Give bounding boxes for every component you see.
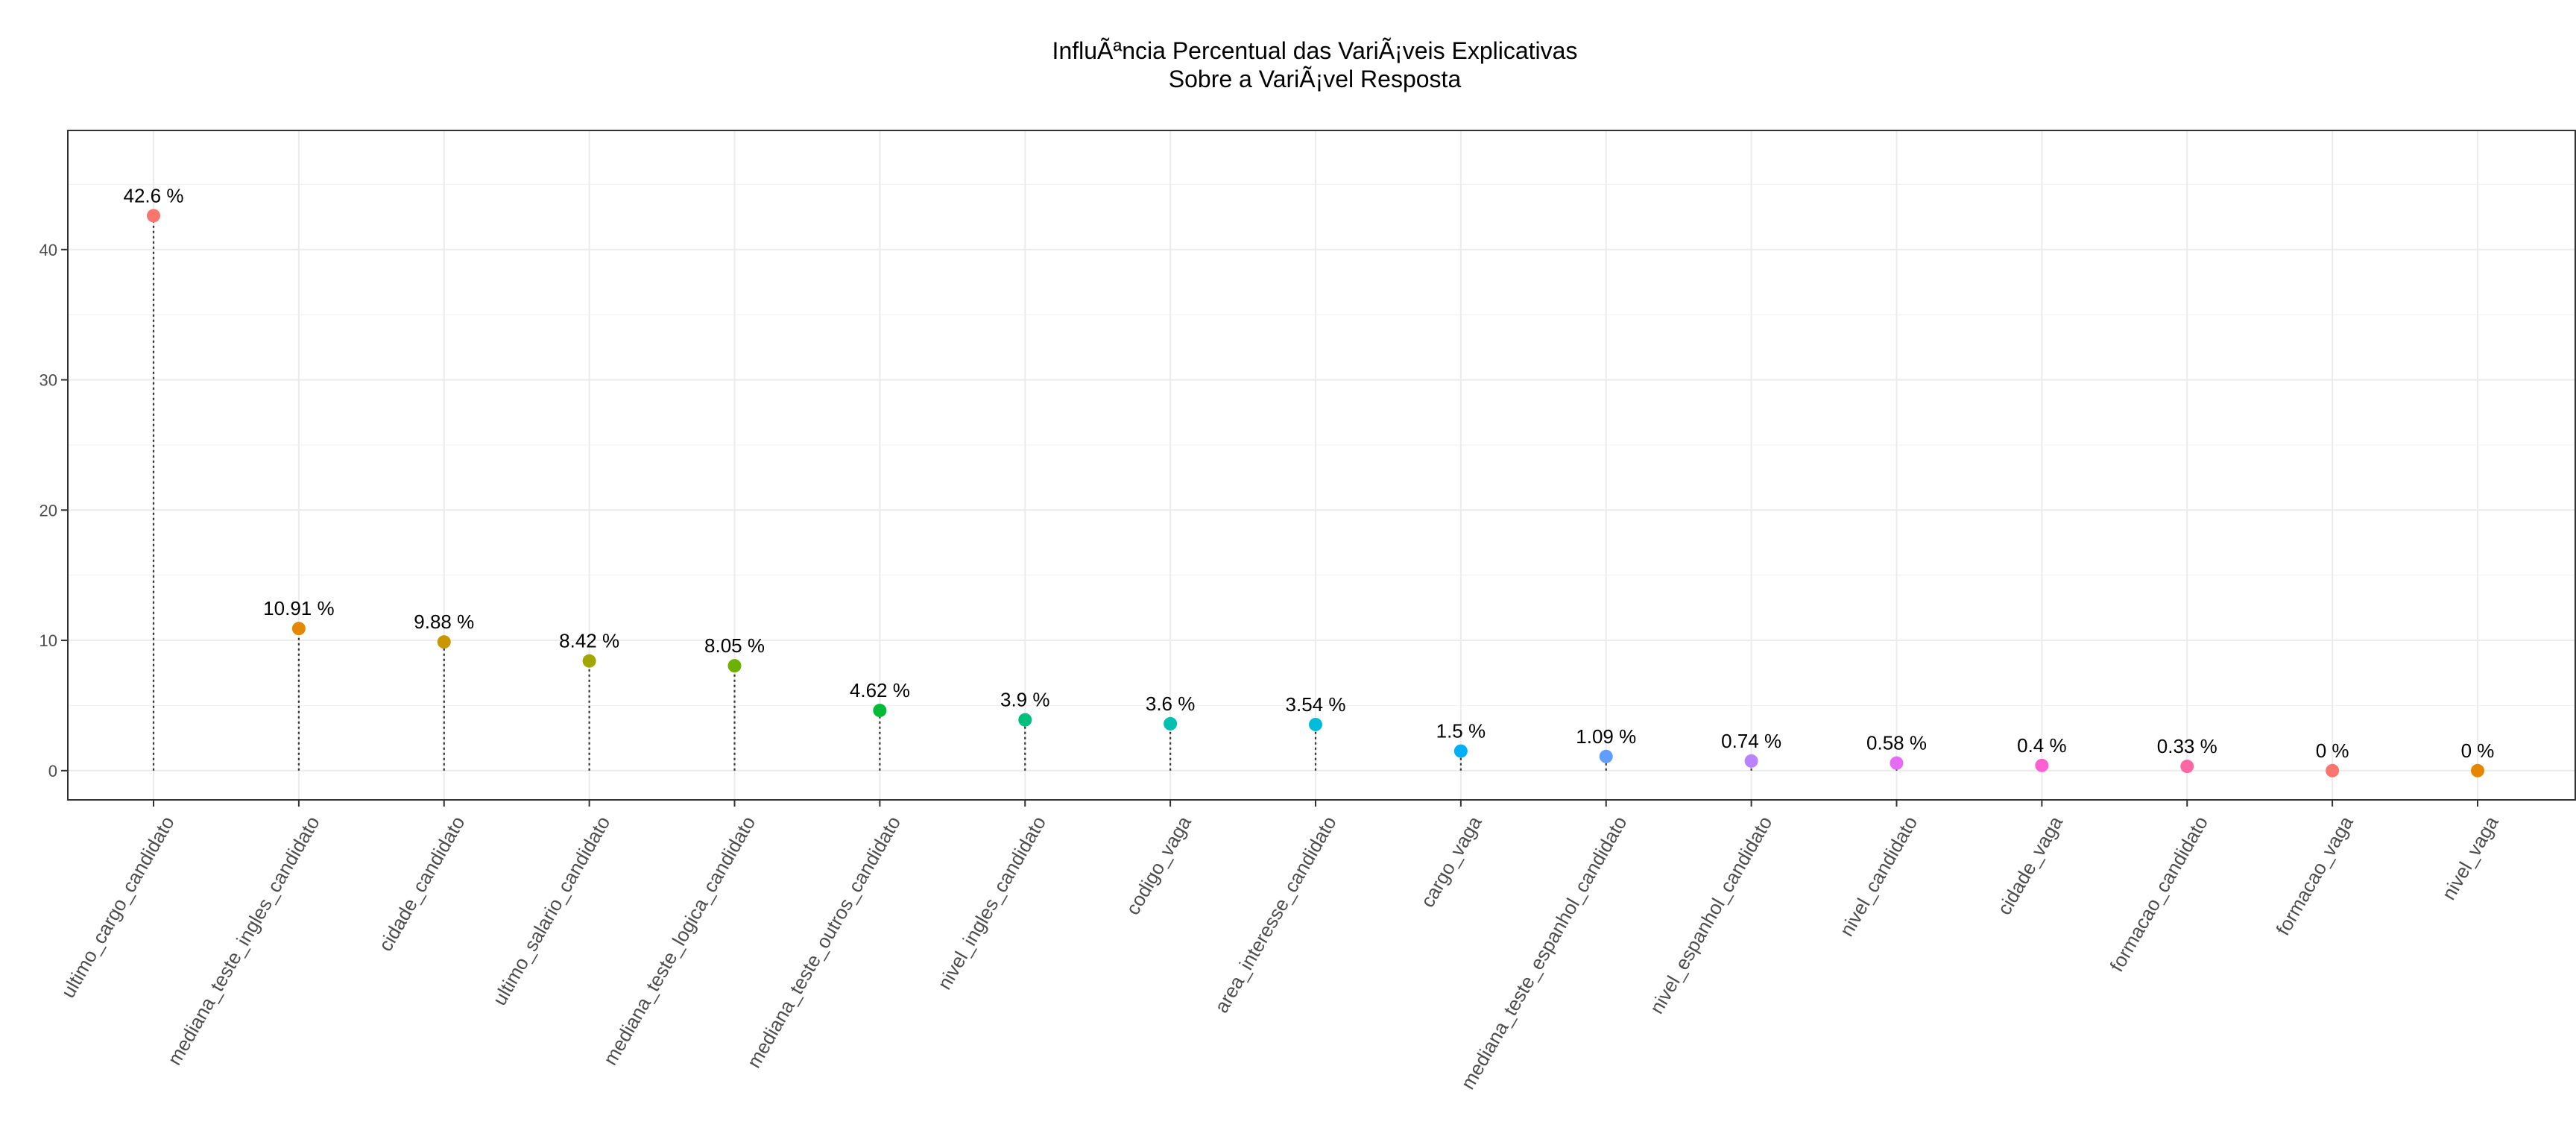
data-label: 42.6 % xyxy=(124,184,184,206)
y-tick-label: 30 xyxy=(40,371,57,390)
data-label: 0.74 % xyxy=(1721,730,1781,752)
data-label: 1.09 % xyxy=(1576,725,1636,748)
chart-title-line-1: InfluÃªncia Percentual das VariÃ¡veis Ex… xyxy=(1052,37,1578,64)
data-label: 8.42 % xyxy=(559,630,619,652)
data-label: 4.62 % xyxy=(850,679,910,701)
x-tick-label: cargo_vaga xyxy=(1416,812,1486,911)
data-point xyxy=(1599,749,1613,763)
data-point xyxy=(147,209,160,223)
x-tick-label: nivel_candidato xyxy=(1835,813,1922,940)
x-tick-label: ultimo_salario_candidato xyxy=(488,813,615,1009)
data-label: 3.9 % xyxy=(1000,689,1050,711)
x-tick-label: formacao_vaga xyxy=(2271,812,2358,939)
data-point xyxy=(582,654,596,668)
data-point xyxy=(1453,744,1468,758)
x-tick-label: formacao_candidato xyxy=(2105,813,2212,976)
data-label: 1.5 % xyxy=(1436,720,1486,742)
data-point xyxy=(1890,756,1904,770)
x-tick-label: area_interesse_candidato xyxy=(1210,813,1341,1017)
y-tick-label: 40 xyxy=(40,241,57,259)
data-point xyxy=(1018,713,1032,727)
x-tick-label: mediana_teste_espanhol_candidato xyxy=(1456,813,1632,1094)
data-label: 8.05 % xyxy=(704,634,765,657)
x-tick-label: cidade_candidato xyxy=(374,813,470,956)
data-point xyxy=(1744,754,1758,768)
data-label: 3.6 % xyxy=(1146,693,1196,715)
data-labels: 42.6 % 10.91 % 9.88 % 8.42 % 8.05 % 4.62 % 3.9… xyxy=(124,184,2495,761)
x-tick-label: codigo_vaga xyxy=(1121,812,1196,918)
data-label: 3.54 % xyxy=(1286,693,1346,716)
data-point xyxy=(2326,763,2340,777)
data-point xyxy=(2180,760,2194,774)
data-point xyxy=(873,704,887,718)
x-tick-label: mediana_teste_ingles_candidato xyxy=(163,813,324,1069)
x-tick-label: nivel_ingles_candidato xyxy=(933,813,1051,994)
data-label: 0 % xyxy=(2316,739,2349,762)
x-tick-label: ultimo_cargo_candidato xyxy=(57,813,179,1002)
x-tick-label: nivel_espanhol_candidato xyxy=(1645,813,1776,1018)
data-point xyxy=(2471,763,2484,777)
data-point xyxy=(1164,716,1178,731)
x-tick-label: cidade_vaga xyxy=(1992,812,2067,918)
panel-border xyxy=(67,130,2576,801)
data-point xyxy=(1309,717,1322,731)
data-label: 0.33 % xyxy=(2157,735,2217,757)
x-tick-label: nivel_vaga xyxy=(2437,812,2503,903)
data-point xyxy=(2035,758,2049,772)
y-axis: 0 10 20 30 40 xyxy=(40,130,2576,801)
panel-background xyxy=(67,130,2576,801)
x-axis: ultimo_cargo_candidatomediana_teste_ingl… xyxy=(57,801,2503,1093)
y-tick-label: 0 xyxy=(48,762,57,780)
x-tick-label: mediana_teste_logica_candidato xyxy=(599,813,760,1069)
y-tick-label: 10 xyxy=(40,631,57,650)
gridlines xyxy=(67,130,2576,801)
data-point xyxy=(437,635,451,649)
chart-title-line-2: Sobre a VariÃ¡vel Resposta xyxy=(1169,66,1462,92)
plot-panel xyxy=(67,130,2576,801)
chart-title: InfluÃªncia Percentual das VariÃ¡veis Ex… xyxy=(1052,37,1578,92)
data-label: 0.4 % xyxy=(2017,734,2067,757)
data-point xyxy=(291,622,306,636)
data-label: 9.88 % xyxy=(414,611,474,633)
data-label: 10.91 % xyxy=(263,597,334,619)
y-tick-label: 20 xyxy=(40,501,57,520)
data-label: 0 % xyxy=(2461,739,2495,762)
data-points xyxy=(147,209,2484,777)
data-label: 0.58 % xyxy=(1866,732,1927,754)
x-tick-label: mediana_teste_outros_candidato xyxy=(742,813,905,1072)
data-point xyxy=(727,659,742,673)
